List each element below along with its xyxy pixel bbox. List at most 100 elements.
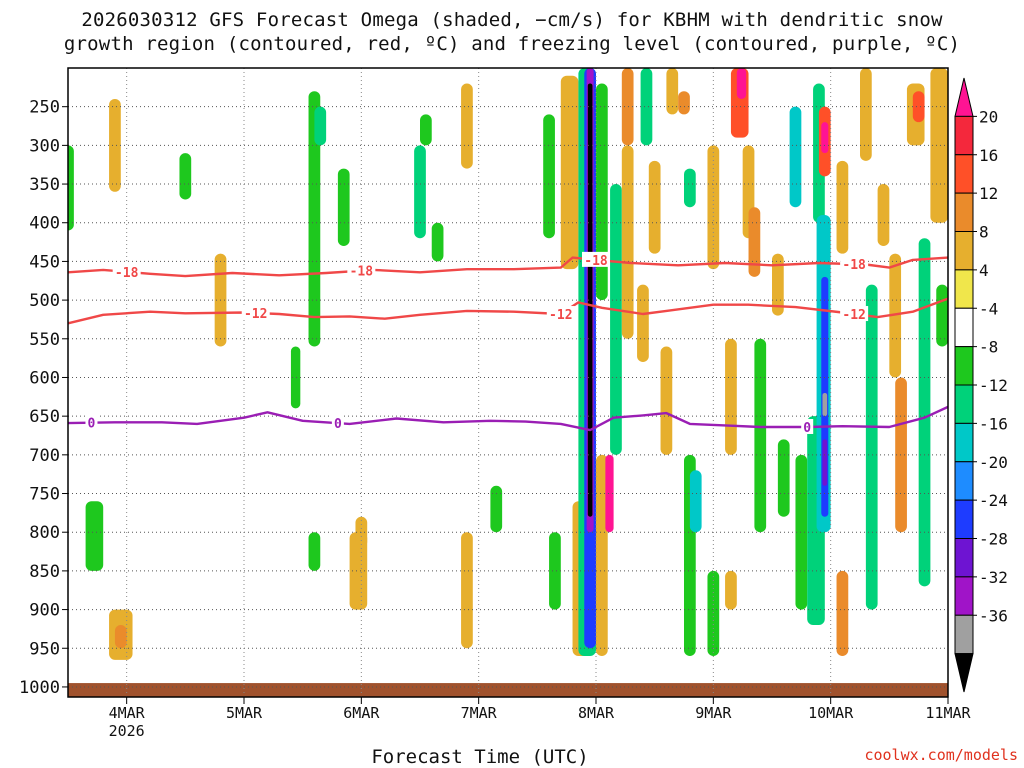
omega-cell xyxy=(640,68,653,146)
omega-cell xyxy=(621,68,634,146)
omega-cell xyxy=(689,470,702,533)
chart-title-line1: 2026030312 GFS Forecast Omega (shaded, −… xyxy=(81,9,943,31)
omega-cell xyxy=(736,68,747,99)
colorbar-label: 20 xyxy=(979,107,998,126)
omega-cell xyxy=(337,168,350,246)
contour-label-bg xyxy=(347,262,376,278)
omega-cell xyxy=(549,532,561,610)
omega-cell xyxy=(684,168,696,208)
contour-label-bg xyxy=(801,418,814,434)
colorbar-bin xyxy=(954,192,974,232)
colorbar-bin xyxy=(954,422,974,463)
omega-cell xyxy=(308,532,321,571)
colorbar-label: -12 xyxy=(979,376,1008,395)
omega-cell xyxy=(560,75,579,270)
y-tick-label: 450 xyxy=(29,252,60,272)
omega-cell xyxy=(930,68,948,223)
omega-cell xyxy=(789,106,802,208)
colorbar-bin xyxy=(954,115,974,156)
omega-shading xyxy=(68,68,948,660)
y-axis: 250 300 350 400 450 500 550 600 650 700 750 800 850 9… xyxy=(19,98,68,698)
omega-cell xyxy=(795,454,808,610)
omega-cell xyxy=(860,68,872,161)
colorbar-bin xyxy=(954,614,974,655)
chart-title-line2: growth region (contoured, red, ºC) and f… xyxy=(63,33,961,55)
omega-cell xyxy=(822,392,828,417)
colorbar-label: -28 xyxy=(979,530,1008,549)
colorbar-label: -32 xyxy=(979,568,1008,587)
ground-terrain xyxy=(68,683,948,697)
omega-cell xyxy=(490,485,503,533)
contour-freezing-level: 0 0 0 xyxy=(67,405,949,436)
colorbar-arrow-top xyxy=(954,77,974,117)
omega-cell xyxy=(596,454,608,656)
x-tick-label: 7MAR xyxy=(461,704,498,722)
contour-label-bg xyxy=(331,415,344,431)
omega-cell xyxy=(349,532,368,610)
colorbar-label: 12 xyxy=(979,184,998,203)
colorbar: 20 16 12 8 4 -4 -8 -12 -16 -20 -24 -28 -32 -36 xyxy=(954,77,1008,693)
omega-cell xyxy=(918,238,931,587)
omega-cell xyxy=(836,570,849,656)
colorbar-label: 8 xyxy=(979,223,989,242)
x-tick-label: 9MAR xyxy=(695,704,732,722)
omega-cell xyxy=(754,338,767,533)
colorbar-arrow-bottom xyxy=(954,653,974,693)
omega-cell xyxy=(290,346,301,409)
omega-cell xyxy=(707,145,720,270)
y-tick-label: 700 xyxy=(29,446,60,466)
x-tick-label: 4MAR xyxy=(109,704,146,722)
omega-cell xyxy=(109,98,121,192)
colorbar-label: 4 xyxy=(979,261,989,280)
contour-label: -12 xyxy=(842,308,865,323)
x-axis-title: Forecast Time (UTC) xyxy=(371,746,588,768)
contour-line xyxy=(67,256,949,278)
contour-label-bg xyxy=(582,251,610,267)
contour-label: 0 xyxy=(88,417,96,432)
omega-cell xyxy=(877,184,890,246)
contour-label-bg xyxy=(85,414,98,430)
colorbar-bin xyxy=(954,231,974,271)
omega-cell xyxy=(431,222,444,262)
contour-label: -18 xyxy=(584,254,608,269)
omega-cell xyxy=(587,83,593,517)
omega-cell xyxy=(660,346,673,455)
omega-cell xyxy=(68,145,74,231)
x-tick-label: 5MAR xyxy=(226,704,263,722)
omega-cell xyxy=(85,501,104,571)
omega-cell xyxy=(777,439,790,517)
contour-label: -12 xyxy=(549,308,572,323)
colorbar-bin xyxy=(954,499,974,539)
omega-cell xyxy=(543,114,555,239)
y-tick-label: 600 xyxy=(29,368,60,388)
colorbar-bin xyxy=(954,307,974,348)
omega-cell xyxy=(707,570,720,656)
colorbar-label: -16 xyxy=(979,414,1008,433)
omega-cell xyxy=(179,153,192,200)
omega-cell xyxy=(648,160,661,254)
x-tick-label: 6MAR xyxy=(343,704,380,722)
omega-cell xyxy=(912,91,925,123)
colorbar-label: -20 xyxy=(979,453,1008,472)
contour-label: -18 xyxy=(350,265,374,280)
y-tick-label: 1000 xyxy=(19,678,60,698)
omega-cell xyxy=(666,68,679,115)
omega-cell xyxy=(461,83,473,169)
omega-cell xyxy=(936,284,948,347)
y-tick-label: 500 xyxy=(29,291,60,311)
omega-cell xyxy=(308,91,321,347)
contour-label-bg xyxy=(241,304,270,320)
y-tick-label: 300 xyxy=(29,136,60,156)
y-tick-label: 850 xyxy=(29,562,60,582)
omega-cell xyxy=(725,570,737,610)
colorbar-bin xyxy=(954,269,974,309)
contour-label: 0 xyxy=(334,417,342,432)
colorbar-bin xyxy=(954,384,974,424)
contour-label: -18 xyxy=(115,266,139,281)
omega-cell xyxy=(836,160,849,254)
credit-link[interactable]: coolwx.com/models xyxy=(864,746,1018,764)
omega-cell xyxy=(748,207,761,277)
contour-label: 0 xyxy=(803,421,811,436)
